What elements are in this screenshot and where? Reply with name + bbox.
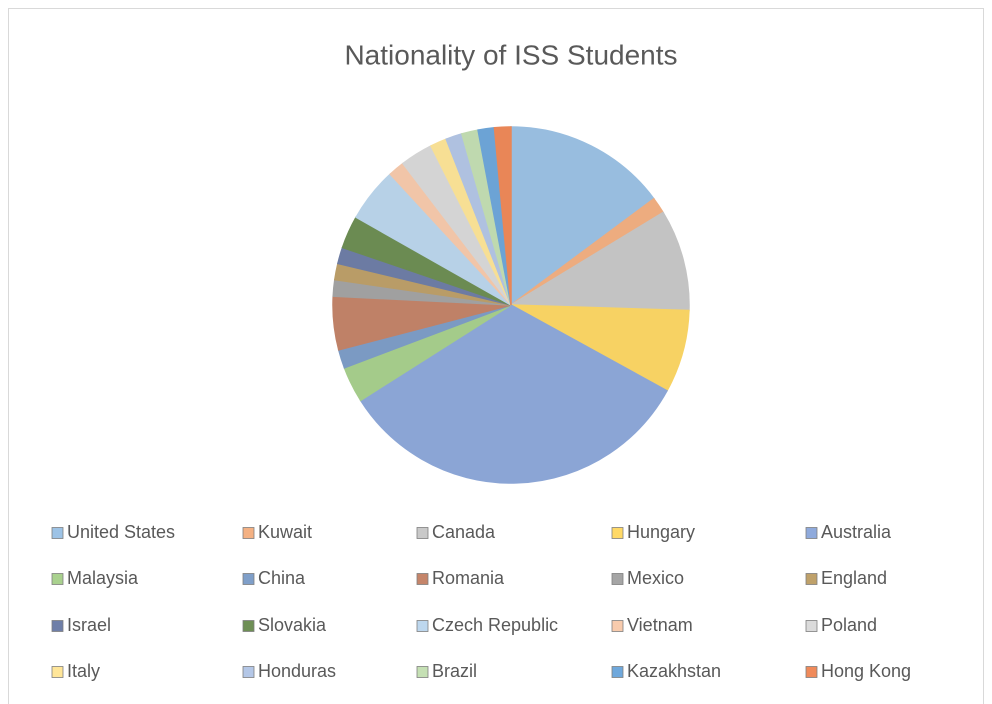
legend-label: Vietnam [627, 615, 693, 635]
legend-label: Slovakia [258, 615, 327, 635]
legend-label: Israel [67, 615, 111, 635]
legend-label: Romania [432, 568, 505, 588]
legend-swatch [805, 573, 818, 585]
pie-slice [359, 304, 668, 484]
legend-label: Canada [432, 522, 496, 542]
legend-swatch [611, 527, 624, 539]
legend-label: Hong Kong [821, 661, 911, 681]
legend-swatch [51, 527, 64, 539]
legend-label: Malaysia [67, 568, 139, 588]
legend-label: Poland [821, 615, 877, 635]
legend-label: Honduras [258, 661, 336, 681]
legend-swatch [611, 573, 624, 585]
legend-swatch [242, 620, 255, 632]
legend-label: China [258, 568, 306, 588]
legend-swatch [611, 620, 624, 632]
legend-label: England [821, 568, 887, 588]
legend-swatch [805, 666, 818, 678]
legend-label: Hungary [627, 522, 695, 542]
legend-swatch [51, 666, 64, 678]
legend-swatch [805, 620, 818, 632]
legend-label: Mexico [627, 568, 684, 588]
legend-swatch [242, 666, 255, 678]
legend-swatch [416, 620, 429, 632]
legend-swatch [611, 666, 624, 678]
pie-slice [493, 126, 512, 306]
chart-title: Nationality of ISS Students [344, 39, 677, 70]
legend-swatch [51, 573, 64, 585]
legend-swatch [416, 527, 429, 539]
legend-swatch [416, 666, 429, 678]
legend-swatch [805, 527, 818, 539]
legend-label: United States [67, 522, 175, 542]
legend-label: Kuwait [258, 522, 312, 542]
legend-swatch [51, 620, 64, 632]
legend-label: Australia [821, 522, 892, 542]
pie-slice [508, 211, 690, 312]
pie-slice [510, 126, 655, 307]
legend-swatch [242, 573, 255, 585]
legend-label: Brazil [432, 661, 477, 681]
legend-label: Italy [67, 661, 100, 681]
legend-swatch [416, 573, 429, 585]
legend-label: Kazakhstan [627, 661, 721, 681]
legend-swatch [242, 527, 255, 539]
legend-label: Czech Republic [432, 615, 558, 635]
